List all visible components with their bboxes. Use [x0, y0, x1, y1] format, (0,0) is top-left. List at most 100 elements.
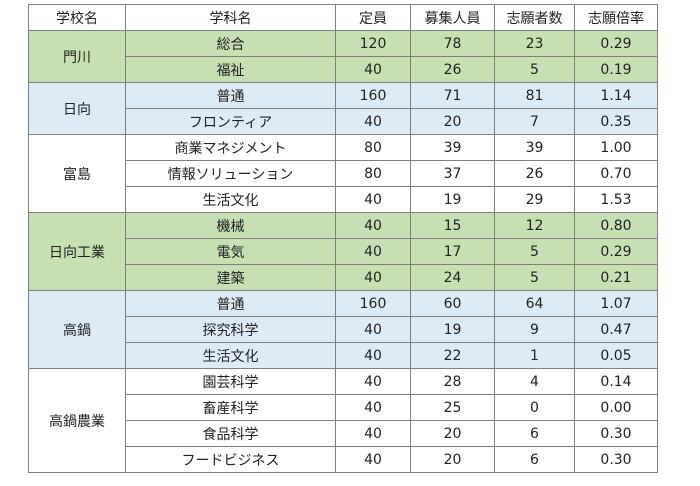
- recruitment-cell: 28: [410, 368, 495, 395]
- department-name: 食品科学: [125, 420, 336, 447]
- applicants-cell: 9: [494, 316, 575, 343]
- recruitment-cell: 20: [410, 446, 495, 473]
- capacity-cell: 40: [335, 342, 411, 369]
- department-name: 建築: [125, 264, 336, 291]
- ratio-cell: 0.30: [574, 446, 658, 473]
- header-recruitment: 募集人員: [410, 4, 495, 31]
- capacity-cell: 40: [335, 108, 411, 135]
- table-row: 生活文化 40 19 29 1.53: [28, 186, 658, 213]
- header-row: 学校名 学科名 定員 募集人員 志願者数 志願倍率: [28, 4, 658, 31]
- applicants-cell: 0: [494, 394, 575, 421]
- header-department: 学科名: [125, 4, 336, 31]
- school-name: 日向: [28, 82, 126, 135]
- school-name: 門川: [28, 30, 126, 83]
- applicants-cell: 64: [494, 290, 575, 317]
- department-name: 生活文化: [125, 186, 336, 213]
- recruitment-cell: 17: [410, 238, 495, 265]
- department-name: 生活文化: [125, 342, 336, 369]
- table-row: 高鍋農業 園芸科学 40 28 4 0.14: [28, 368, 658, 473]
- ratio-cell: 0.21: [574, 264, 658, 291]
- capacity-cell: 40: [335, 264, 411, 291]
- recruitment-cell: 15: [410, 212, 495, 239]
- department-name: 商業マネジメント: [125, 134, 336, 161]
- capacity-cell: 40: [335, 394, 411, 421]
- table-row: 富島 商業マネジメント 80 39 39 1.00: [28, 134, 658, 213]
- applicants-cell: 5: [494, 56, 575, 83]
- department-name: 普通: [125, 290, 336, 317]
- capacity-cell: 40: [335, 238, 411, 265]
- department-name: 電気: [125, 238, 336, 265]
- table-row: 生活文化 40 22 1 0.05: [28, 342, 658, 369]
- table-row: 電気 40 17 5 0.29: [28, 238, 658, 265]
- capacity-cell: 80: [335, 160, 411, 187]
- header-applicants: 志願者数: [494, 4, 575, 31]
- applicants-cell: 12: [494, 212, 575, 239]
- capacity-cell: 40: [335, 446, 411, 473]
- school-name: 日向工業: [28, 212, 126, 291]
- table-row: 日向 普通 160 71 81 1.14: [28, 82, 658, 135]
- applicants-cell: 29: [494, 186, 575, 213]
- applicants-cell: 5: [494, 264, 575, 291]
- ratio-cell: 0.14: [574, 368, 658, 395]
- ratio-cell: 0.80: [574, 212, 658, 239]
- capacity-cell: 120: [335, 30, 411, 57]
- recruitment-cell: 20: [410, 108, 495, 135]
- recruitment-cell: 78: [410, 30, 495, 57]
- school-name: 富島: [28, 134, 126, 213]
- recruitment-cell: 19: [410, 316, 495, 343]
- admissions-table: 学校名 学科名 定員 募集人員 志願者数 志願倍率 門川 総合 120 78 2…: [28, 4, 658, 473]
- capacity-cell: 80: [335, 134, 411, 161]
- applicants-cell: 26: [494, 160, 575, 187]
- recruitment-cell: 24: [410, 264, 495, 291]
- capacity-cell: 40: [335, 420, 411, 447]
- header-school: 学校名: [28, 4, 126, 31]
- applicants-cell: 6: [494, 420, 575, 447]
- ratio-cell: 0.70: [574, 160, 658, 187]
- ratio-cell: 1.14: [574, 82, 658, 109]
- department-name: フードビジネス: [125, 446, 336, 473]
- ratio-cell: 1.07: [574, 290, 658, 317]
- applicants-cell: 4: [494, 368, 575, 395]
- department-name: 情報ソリューション: [125, 160, 336, 187]
- school-name: 高鍋: [28, 290, 126, 369]
- ratio-cell: 0.29: [574, 30, 658, 57]
- ratio-cell: 1.53: [574, 186, 658, 213]
- applicants-cell: 5: [494, 238, 575, 265]
- table-row: 福祉 40 26 5 0.19: [28, 56, 658, 83]
- recruitment-cell: 37: [410, 160, 495, 187]
- ratio-cell: 0.00: [574, 394, 658, 421]
- table-row: 門川 総合 120 78 23 0.29: [28, 30, 658, 83]
- department-name: 探究科学: [125, 316, 336, 343]
- table-row: 情報ソリューション 80 37 26 0.70: [28, 160, 658, 187]
- recruitment-cell: 25: [410, 394, 495, 421]
- capacity-cell: 40: [335, 56, 411, 83]
- ratio-cell: 0.05: [574, 342, 658, 369]
- department-name: 福祉: [125, 56, 336, 83]
- header-ratio: 志願倍率: [574, 4, 658, 31]
- applicants-cell: 1: [494, 342, 575, 369]
- applicants-cell: 7: [494, 108, 575, 135]
- table-row: フードビジネス 40 20 6 0.30: [28, 446, 658, 473]
- table-row: 食品科学 40 20 6 0.30: [28, 420, 658, 447]
- table-row: 高鍋 普通 160 60 64 1.07: [28, 290, 658, 369]
- capacity-cell: 40: [335, 186, 411, 213]
- table-body: 門川 総合 120 78 23 0.29 福祉 40 26 5 0.19 日向 …: [28, 30, 658, 473]
- recruitment-cell: 20: [410, 420, 495, 447]
- capacity-cell: 40: [335, 368, 411, 395]
- applicants-cell: 23: [494, 30, 575, 57]
- recruitment-cell: 60: [410, 290, 495, 317]
- recruitment-cell: 71: [410, 82, 495, 109]
- recruitment-cell: 39: [410, 134, 495, 161]
- table-row: 日向工業 機械 40 15 12 0.80: [28, 212, 658, 291]
- ratio-cell: 0.35: [574, 108, 658, 135]
- ratio-cell: 1.00: [574, 134, 658, 161]
- ratio-cell: 0.30: [574, 420, 658, 447]
- ratio-cell: 0.19: [574, 56, 658, 83]
- table-row: 建築 40 24 5 0.21: [28, 264, 658, 291]
- ratio-cell: 0.29: [574, 238, 658, 265]
- table-row: フロンティア 40 20 7 0.35: [28, 108, 658, 135]
- department-name: 機械: [125, 212, 336, 239]
- recruitment-cell: 26: [410, 56, 495, 83]
- capacity-cell: 160: [335, 82, 411, 109]
- department-name: 普通: [125, 82, 336, 109]
